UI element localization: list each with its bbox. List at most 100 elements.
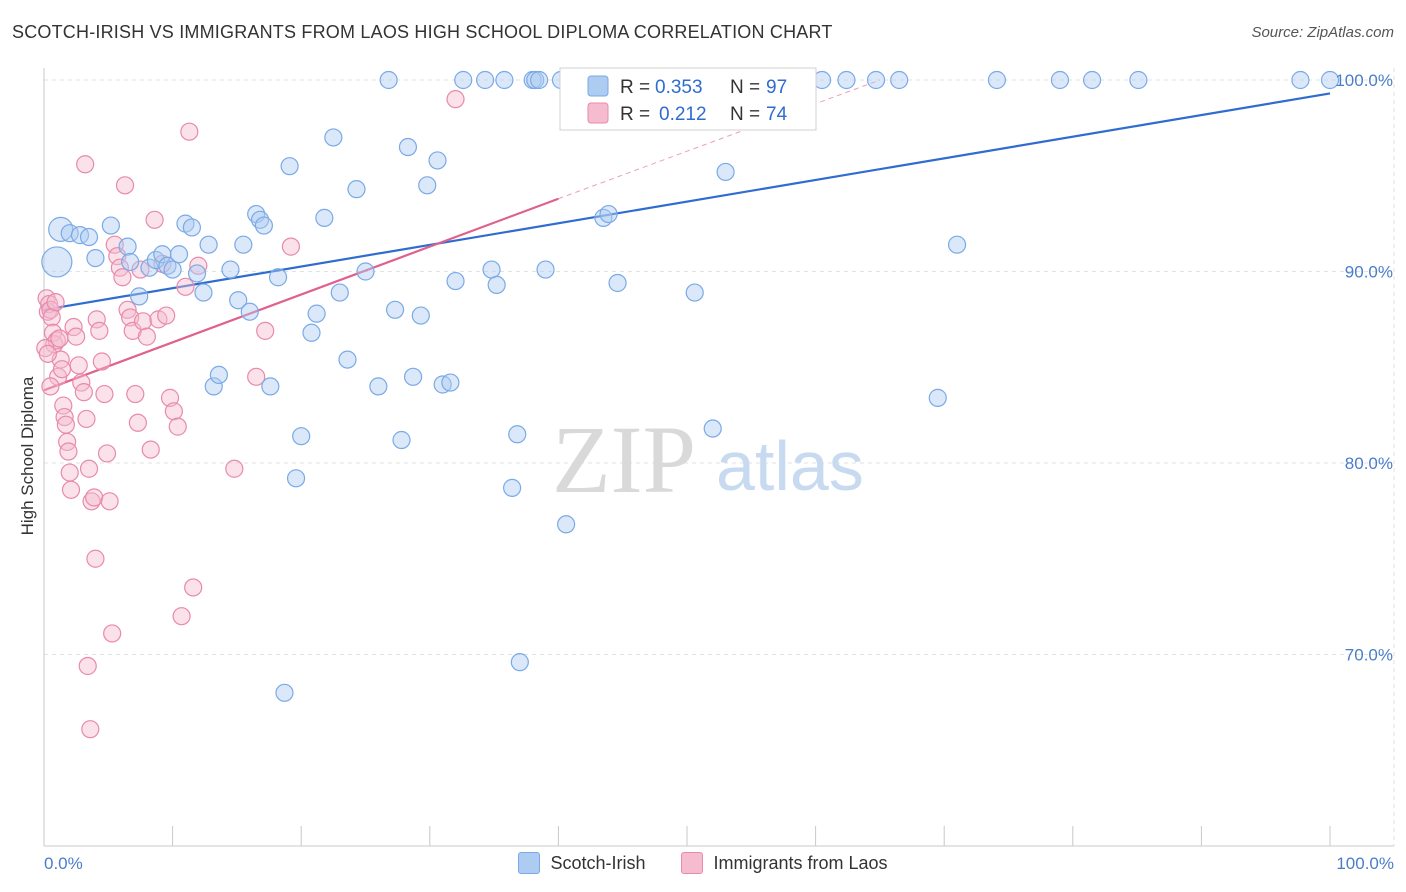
laos-point [126, 384, 145, 404]
scotch-point [508, 425, 527, 444]
scotch-point [403, 367, 423, 386]
legend-label-scotch-irish: Scotch-Irish [550, 852, 646, 873]
legend-r-label-2: R = [620, 104, 650, 125]
scotch-point [482, 260, 501, 279]
scotch-point [454, 70, 473, 90]
laos-point [131, 260, 150, 279]
laos-point [225, 459, 244, 478]
y-tick-label-70: 70.0% [1345, 646, 1393, 665]
scotch-point [837, 70, 856, 90]
scotch-point [221, 260, 240, 279]
laos-point [87, 310, 106, 329]
trend-line-laos [43, 197, 559, 392]
legend-swatch-scotch-irish [587, 75, 609, 97]
y-tick-label-90: 90.0% [1345, 263, 1393, 282]
legend-r-label-1: R = [620, 77, 650, 98]
trend-line-laos-extension [558, 79, 881, 200]
scotch-point [411, 306, 430, 325]
scotch-point [703, 419, 722, 438]
legend-swatch-pink [681, 852, 704, 874]
laos-point [95, 384, 114, 404]
scotch-point [1291, 70, 1310, 90]
scotch-point [130, 287, 149, 306]
laos-point [52, 360, 72, 379]
scotch-point [229, 291, 248, 310]
legend-n-label-2: N = [730, 104, 760, 125]
stats-legend: R = 0.353 N = 97 R = 0.212 N = 74 [559, 67, 817, 131]
legend-swatch-laos [587, 102, 609, 124]
scotch-point [324, 128, 343, 147]
scotch-point [292, 427, 311, 446]
series-legend: Scotch-Irish Immigrants from Laos [0, 852, 1406, 874]
scotch-point [169, 245, 189, 264]
legend-r-value-2: 0.212 [659, 104, 707, 125]
scotch-point [685, 283, 704, 302]
legend-n-label-1: N = [730, 77, 760, 98]
scotch-point [307, 304, 326, 323]
scotch-point [199, 235, 218, 254]
scotch-point [441, 373, 460, 392]
laos-point [281, 237, 301, 256]
laos-point [54, 396, 73, 415]
scotch-point [398, 137, 418, 157]
laos-point [168, 417, 187, 436]
scotch-point [121, 252, 140, 272]
scotch-point [286, 469, 306, 488]
scotch-point [254, 216, 274, 235]
laos-point [56, 415, 75, 434]
scotch-point [302, 323, 321, 342]
x-tick-label-max: 100.0% [1336, 854, 1394, 873]
tick-labels: 70.0% 80.0% 90.0% 100.0% 0.0% 100.0% [44, 71, 1394, 873]
laos-point [55, 407, 74, 427]
laos-point [79, 459, 99, 478]
scotch-point [446, 271, 465, 291]
scotch-point [503, 478, 522, 497]
scotch-point [118, 237, 137, 256]
scotch-point [1082, 70, 1102, 90]
laos-point [145, 210, 164, 229]
scotch-point [379, 70, 398, 90]
scotch-point [347, 180, 366, 199]
scotch-point [510, 653, 529, 672]
laos-point [180, 122, 199, 141]
scotch-point [187, 264, 207, 283]
scotch-point [338, 350, 357, 369]
scotch-point [928, 388, 947, 407]
laos-point [42, 308, 61, 327]
laos-point [97, 444, 117, 463]
scotch-point [866, 70, 886, 90]
scotch-point [315, 208, 334, 227]
laos-point [46, 293, 65, 312]
laos-point [61, 480, 81, 499]
trend-line-scotch-irish [43, 92, 1331, 311]
legend-swatch-blue [518, 852, 541, 874]
laos-point [256, 321, 275, 340]
scotch-point [487, 275, 506, 295]
legend-n-value-1: 97 [766, 77, 787, 98]
scotch-point [330, 283, 349, 302]
scotch-point [947, 235, 967, 254]
series-laos-points [36, 90, 465, 739]
laos-point [76, 155, 95, 174]
laos-point [176, 277, 195, 296]
scotch-point [475, 70, 495, 90]
laos-point [38, 344, 57, 363]
scotch-point [41, 246, 73, 278]
trend-lines [43, 79, 1331, 392]
watermark-atlas: atlas [716, 427, 864, 505]
laos-point [90, 321, 109, 340]
series-scotch-irish-points [41, 70, 1340, 702]
laos-point [74, 383, 93, 402]
laos-point [58, 432, 77, 452]
scotch-point [194, 283, 213, 302]
scotch-point [356, 262, 375, 281]
laos-point [115, 176, 135, 195]
laos-point [137, 327, 156, 346]
laos-point [247, 367, 266, 386]
laos-point [100, 492, 119, 511]
legend-n-value-2: 74 [766, 104, 788, 125]
scotch-point [275, 683, 294, 702]
laos-point [92, 352, 111, 371]
scotch-point [1129, 70, 1148, 90]
scotch-point [261, 377, 280, 396]
